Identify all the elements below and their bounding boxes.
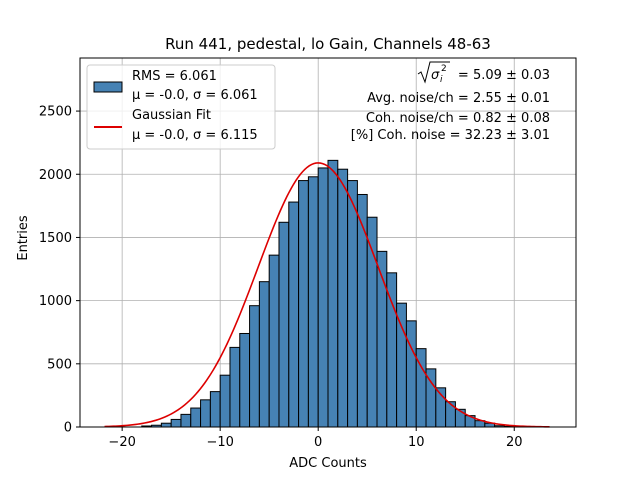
histogram-bar [180,413,192,428]
svg-text:i: i [440,75,443,85]
histogram-bars [141,159,515,428]
sqrt-sigma-symbol: σ i 2 [417,61,450,85]
x-tick-label: 10 [408,435,425,450]
histogram-bar [249,305,260,428]
x-axis-label: ADC Counts [289,456,367,471]
y-tick-label: 2000 [39,168,72,183]
legend-fit-label: Gaussian Fit [132,108,211,123]
x-tick-label: −20 [108,435,135,450]
legend-histogram-patch [93,81,123,93]
histogram-bar [386,272,398,428]
histogram-bar [298,180,309,428]
chart-title: Run 441, pedestal, lo Gain, Channels 48-… [165,35,491,53]
histogram-bar [347,180,358,428]
avg-noise-text: Avg. noise/ch = 2.55 ± 0.01 [367,91,550,106]
histogram-bar [288,201,300,428]
y-axis-ticks: 0 500 1000 1500 2000 2500 [39,105,80,436]
histogram-bar [219,374,231,428]
y-tick-label: 500 [47,357,72,372]
gaussian-fit-curve [104,162,550,428]
pct-coh-noise-text: [%] Coh. noise = 32.23 ± 3.01 [351,128,550,143]
histogram-bar [258,281,270,428]
y-axis-label: Entries [16,215,31,261]
histogram-bar [337,168,349,428]
x-axis-ticks: −20 −10 0 10 20 [108,427,523,450]
histogram-bar [445,401,456,428]
x-tick-label: 0 [314,435,322,450]
histogram-bar [239,332,251,428]
histogram-bar [405,320,417,428]
y-tick-label: 1500 [39,231,72,246]
svg-text:2: 2 [441,64,447,74]
histogram-bar [170,418,182,428]
legend-rms-params: μ = -0.0, σ = 6.061 [132,88,258,103]
histogram-bar [278,221,290,428]
y-tick-label: 0 [64,421,72,436]
svg-text:σ: σ [431,68,440,83]
histogram-bar [229,346,241,428]
histogram-bar [307,176,319,428]
plot-frame [79,57,577,428]
legend-box [86,64,276,150]
sqrt-sigma-value: = 5.09 ± 0.03 [458,68,550,83]
x-tick-label: 20 [506,435,523,450]
y-tick-label: 2500 [39,105,72,120]
histogram-bar [268,254,280,428]
legend-fit-params: μ = -0.0, σ = 6.115 [132,128,258,143]
histogram-bar [200,399,211,428]
histogram-bar [356,193,368,428]
histogram-bar [190,407,202,428]
histogram-bar [160,422,172,428]
y-tick-label: 1000 [39,294,72,309]
histogram-bar [317,167,329,428]
histogram-bar [209,391,221,428]
legend-rms-label: RMS = 6.061 [132,69,217,84]
histogram-bar [396,302,407,428]
coh-noise-text: Coh. noise/ch = 0.82 ± 0.08 [366,111,550,126]
x-tick-label: −10 [206,435,233,450]
histogram-bar [327,159,339,428]
noise-annotations: σ i 2 = 5.09 ± 0.03 Avg. noise/ch = 2.55… [351,61,550,143]
legend: RMS = 6.061 μ = -0.0, σ = 6.061 Gaussian… [86,64,276,150]
